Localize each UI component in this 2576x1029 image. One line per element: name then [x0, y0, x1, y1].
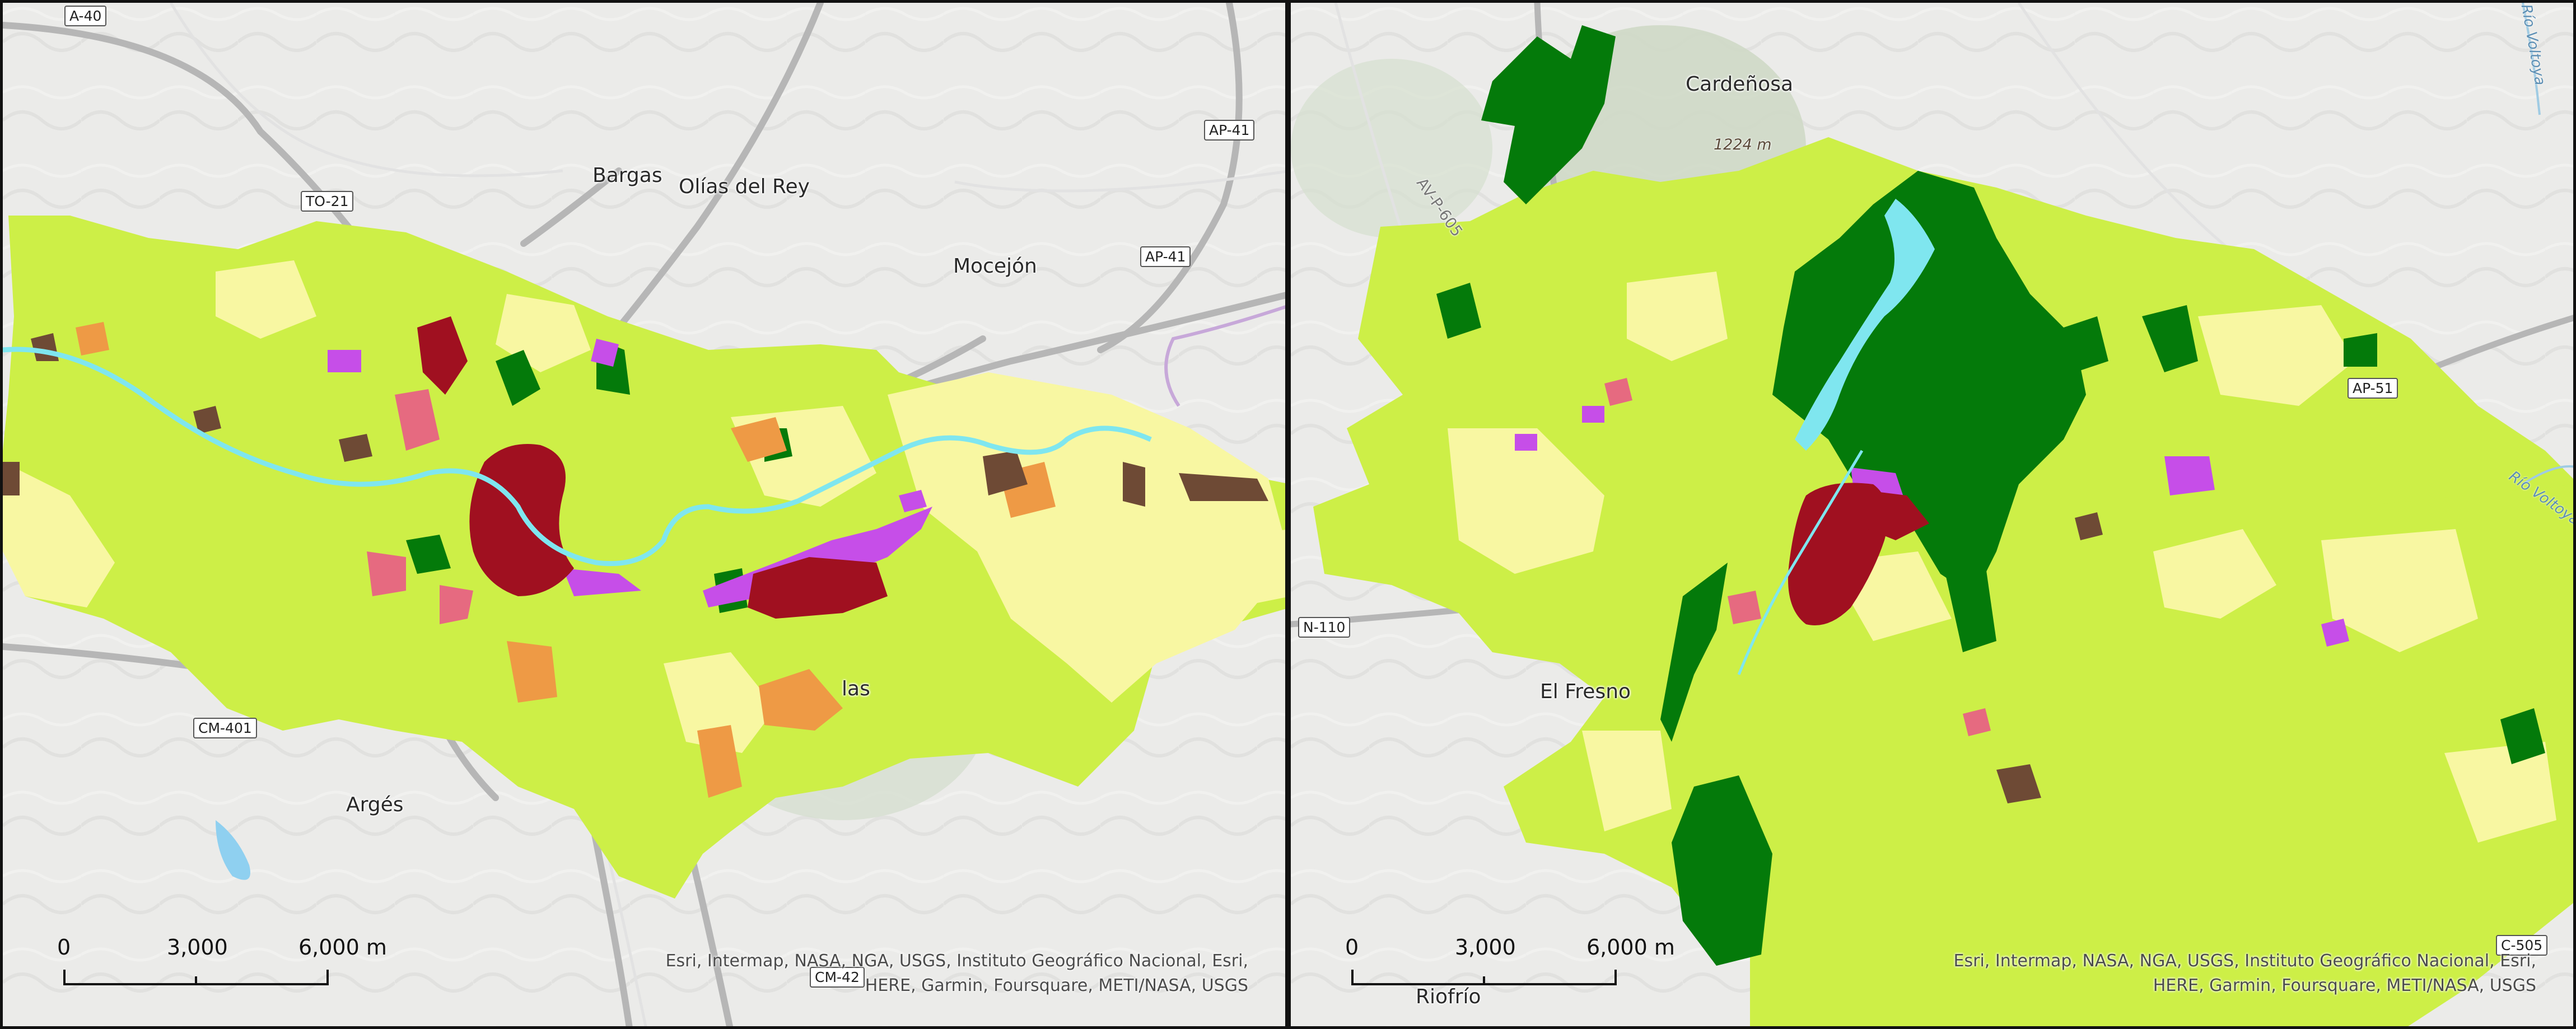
attribution: Esri, Intermap, NASA, NGA, USGS, Institu… [1954, 949, 2536, 998]
road-shield: TO-21 [301, 191, 354, 212]
right-map-panel[interactable]: Cardeñosa El Fresno Riofrío 1224 m AV-P-… [1288, 0, 2576, 1029]
reservoir [1795, 199, 1935, 451]
scale-label-zero: 0 [1345, 935, 1359, 960]
railway [1164, 305, 1285, 407]
road-shield: N-110 [1298, 617, 1351, 638]
scale-label-mid: 3,000 [167, 935, 228, 960]
scale-bar [63, 970, 329, 985]
place-label: Mocejón [953, 255, 1037, 278]
road-shield: A-40 [64, 6, 107, 26]
place-label: El Fresno [1540, 680, 1631, 703]
place-label: Olías del Rey [679, 175, 810, 198]
reservoir [216, 820, 250, 880]
road-shield: AP-41 [1204, 120, 1255, 141]
road-shield: C-505 [2496, 935, 2548, 956]
left-map-panel[interactable]: Bargas Olías del Rey Mocejón Argés las A… [0, 0, 1288, 1029]
attribution-line: Esri, Intermap, NASA, NGA, USGS, Institu… [1953, 951, 2536, 971]
river-voltoya [2522, 3, 2573, 485]
river [1737, 450, 1864, 675]
attribution-line: Esri, Intermap, NASA, NGA, USGS, Institu… [665, 951, 1248, 971]
land-cover-pink [1604, 378, 1991, 736]
right-map-canvas [1291, 3, 2573, 1026]
scale-bar [1351, 970, 1617, 985]
place-label: Cardeñosa [1686, 73, 1794, 96]
scale-label-mid: 3,000 [1455, 935, 1516, 960]
attribution-line: HERE, Garmin, Foursquare, METI/NASA, USG… [2153, 976, 2536, 995]
land-cover-brown [1996, 512, 2103, 803]
scale-label-zero: 0 [57, 935, 71, 960]
land-cover-urban-core [1788, 483, 1929, 625]
land-cover-forest [1436, 25, 2545, 966]
place-label: Argés [346, 793, 404, 816]
land-cover-light-yellow [1448, 272, 2556, 843]
road-shield: AP-41 [1140, 246, 1191, 267]
road-shield: CM-42 [810, 967, 865, 988]
place-label: las [842, 677, 870, 700]
road-shield: AP-51 [2348, 378, 2398, 399]
left-map-canvas [3, 3, 1285, 1026]
river-tajo [3, 347, 1152, 567]
peak-elevation-label: 1224 m [1714, 136, 1772, 153]
place-label: Bargas [592, 164, 662, 187]
scale-label-end: 6,000 m [1586, 935, 1675, 960]
land-cover-pink [367, 389, 473, 624]
attribution-line: HERE, Garmin, Foursquare, METI/NASA, USG… [865, 976, 1248, 995]
place-label: Riofrío [1416, 985, 1481, 1008]
scale-label-end: 6,000 m [298, 935, 387, 960]
attribution: Esri, Intermap, NASA, NGA, USGS, Institu… [666, 949, 1248, 998]
road-shield: CM-401 [193, 718, 257, 738]
